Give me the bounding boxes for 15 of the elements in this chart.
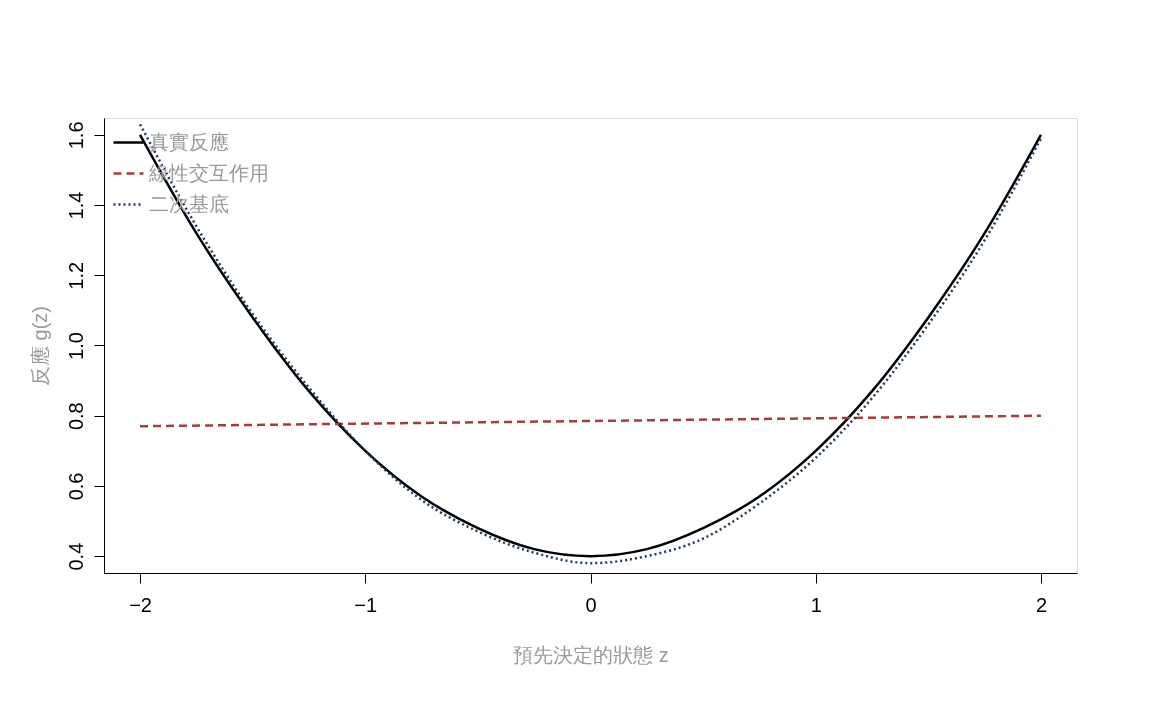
x-tick-label: −2 [129, 593, 152, 616]
y-tick-label: 0.8 [64, 402, 87, 431]
y-tick-label: 0.6 [64, 472, 87, 501]
y-axis-title: 反應 g(z) [28, 306, 51, 386]
legend-label: 真實反應 [149, 130, 229, 153]
x-axis-title: 預先決定的狀態 z [513, 643, 669, 666]
x-tick-label: 2 [1035, 593, 1048, 616]
y-tick-label: 1.6 [64, 121, 87, 150]
y-tick-label: 1.2 [64, 261, 87, 290]
x-tick-label: −1 [354, 593, 378, 616]
x-tick-label: 1 [810, 593, 822, 616]
x-tick-label: 0 [585, 593, 597, 616]
y-tick-label: 1.0 [64, 332, 87, 360]
y-tick-label: 0.4 [64, 542, 87, 571]
y-tick-label: 1.4 [64, 191, 87, 220]
